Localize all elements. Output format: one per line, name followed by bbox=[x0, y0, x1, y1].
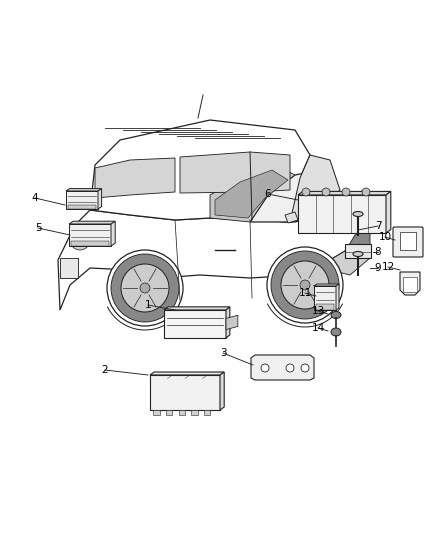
Polygon shape bbox=[298, 195, 386, 233]
Circle shape bbox=[300, 280, 310, 290]
Text: 2: 2 bbox=[102, 365, 108, 375]
Ellipse shape bbox=[341, 213, 363, 227]
Circle shape bbox=[267, 247, 343, 323]
Polygon shape bbox=[71, 240, 109, 246]
Text: 10: 10 bbox=[378, 232, 392, 242]
Circle shape bbox=[121, 264, 169, 312]
Text: 3: 3 bbox=[220, 348, 226, 358]
Polygon shape bbox=[400, 272, 420, 295]
Polygon shape bbox=[226, 307, 230, 338]
Polygon shape bbox=[316, 304, 334, 310]
Circle shape bbox=[286, 364, 294, 372]
Polygon shape bbox=[204, 410, 210, 415]
Polygon shape bbox=[215, 170, 288, 218]
Text: 4: 4 bbox=[32, 193, 38, 203]
Polygon shape bbox=[298, 191, 391, 195]
Text: 5: 5 bbox=[35, 223, 41, 233]
FancyBboxPatch shape bbox=[393, 227, 423, 257]
Polygon shape bbox=[111, 221, 115, 246]
Text: 8: 8 bbox=[374, 247, 381, 257]
Text: 13: 13 bbox=[311, 306, 325, 316]
Polygon shape bbox=[386, 191, 391, 233]
Circle shape bbox=[281, 261, 329, 309]
Polygon shape bbox=[340, 228, 370, 268]
Circle shape bbox=[261, 364, 269, 372]
Text: 7: 7 bbox=[374, 221, 381, 231]
Bar bbox=[345, 244, 371, 258]
Bar bbox=[60, 258, 78, 278]
Text: 9: 9 bbox=[374, 263, 381, 273]
Polygon shape bbox=[226, 315, 238, 329]
Ellipse shape bbox=[331, 311, 341, 319]
Polygon shape bbox=[179, 410, 185, 415]
Circle shape bbox=[322, 188, 330, 196]
Polygon shape bbox=[66, 191, 98, 209]
Circle shape bbox=[107, 250, 183, 326]
Circle shape bbox=[342, 188, 350, 196]
Text: 12: 12 bbox=[381, 262, 395, 272]
Polygon shape bbox=[290, 155, 340, 222]
Polygon shape bbox=[150, 375, 220, 410]
Polygon shape bbox=[95, 158, 175, 198]
Circle shape bbox=[271, 251, 339, 319]
Text: 1: 1 bbox=[145, 300, 151, 310]
Polygon shape bbox=[180, 152, 290, 193]
Circle shape bbox=[140, 283, 150, 293]
Bar bbox=[403, 277, 417, 292]
Polygon shape bbox=[330, 245, 370, 275]
Polygon shape bbox=[153, 410, 159, 415]
Ellipse shape bbox=[353, 252, 363, 256]
Circle shape bbox=[362, 188, 370, 196]
Polygon shape bbox=[68, 205, 96, 209]
Polygon shape bbox=[69, 221, 115, 224]
Polygon shape bbox=[58, 190, 370, 310]
Polygon shape bbox=[314, 284, 339, 286]
Circle shape bbox=[302, 188, 310, 196]
Polygon shape bbox=[98, 189, 102, 209]
Circle shape bbox=[70, 230, 90, 250]
Polygon shape bbox=[220, 372, 224, 410]
Polygon shape bbox=[285, 212, 298, 223]
Polygon shape bbox=[210, 165, 295, 222]
Text: 11: 11 bbox=[298, 288, 311, 298]
Bar bbox=[400, 232, 416, 250]
Polygon shape bbox=[69, 224, 111, 246]
Polygon shape bbox=[150, 372, 224, 375]
Polygon shape bbox=[336, 284, 339, 310]
Polygon shape bbox=[66, 189, 102, 191]
Text: 6: 6 bbox=[265, 189, 271, 199]
Polygon shape bbox=[251, 355, 314, 380]
Circle shape bbox=[301, 364, 309, 372]
Polygon shape bbox=[314, 286, 336, 310]
Polygon shape bbox=[166, 410, 172, 415]
Text: 14: 14 bbox=[311, 323, 325, 333]
Polygon shape bbox=[90, 120, 310, 222]
Polygon shape bbox=[164, 310, 226, 338]
Polygon shape bbox=[164, 307, 230, 310]
Polygon shape bbox=[250, 168, 340, 222]
Ellipse shape bbox=[353, 212, 363, 216]
Circle shape bbox=[111, 254, 179, 322]
Polygon shape bbox=[191, 410, 198, 415]
Ellipse shape bbox=[331, 328, 341, 336]
